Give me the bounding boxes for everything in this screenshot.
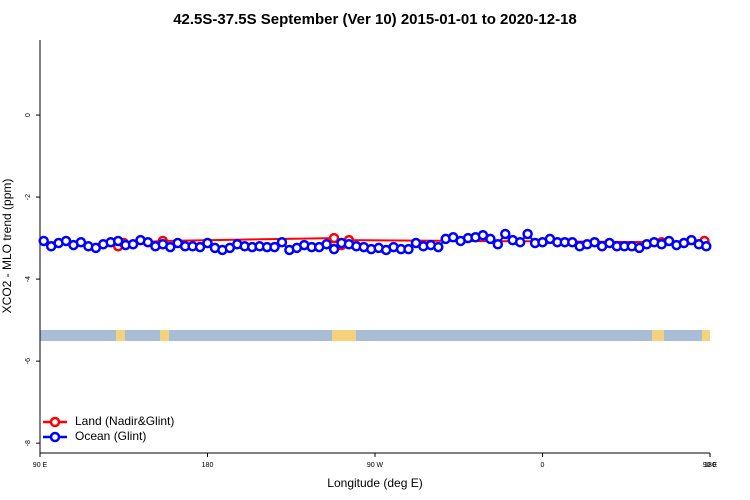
data-point (567, 236, 578, 248)
y-tick-label: -6 (25, 358, 32, 364)
data-point (328, 232, 340, 244)
chart-title: 42.5S-37.5S September (Ver 10) 2015-01-0… (173, 11, 577, 28)
land-patch (702, 330, 710, 341)
legend-marker (49, 416, 61, 428)
land-patch (116, 330, 125, 341)
data-point (194, 241, 206, 253)
x-axis-label: Longitude (deg E) (327, 476, 422, 490)
x-tick-label: 180 (704, 462, 716, 469)
legend-label: Land (Nadir&Glint) (75, 414, 174, 428)
data-point (127, 238, 139, 250)
legend-label: Ocean (Glint) (75, 429, 146, 443)
data-point (663, 235, 675, 247)
data-point (60, 235, 72, 247)
data-point (500, 228, 511, 240)
land-patch (160, 330, 169, 341)
data-point (75, 236, 87, 248)
y-tick-label: 0 (25, 113, 32, 117)
data-point (112, 235, 124, 247)
land-patch (652, 330, 664, 341)
x-tick-label: 90 E (703, 462, 718, 469)
x-tick-label: 90 E (33, 462, 48, 469)
x-tick-label: 180 (202, 462, 214, 469)
y-tick-label: -4 (25, 276, 32, 282)
y-axis-label: XCO2 - MLO trend (ppm) (0, 179, 14, 314)
data-point (514, 236, 526, 248)
data-point (701, 241, 712, 252)
data-point (38, 235, 49, 247)
data-point (269, 241, 280, 253)
data-point (485, 233, 496, 245)
ocean-strip (40, 330, 710, 341)
data-point (522, 228, 533, 240)
data-point (328, 243, 340, 255)
data-point (165, 241, 176, 253)
data-point (433, 241, 444, 253)
x-tick-label: 90 W (367, 462, 384, 469)
data-point (492, 238, 504, 250)
x-tick-label: 0 (541, 462, 545, 469)
data-point (202, 237, 213, 249)
data-point (403, 243, 414, 255)
land-patch (332, 330, 356, 341)
y-tick-label: -2 (25, 194, 32, 200)
surface-strip (40, 330, 710, 341)
data-point (686, 234, 697, 246)
data-point (321, 238, 332, 250)
data-point (276, 236, 288, 248)
data-point (589, 236, 600, 248)
y-tick-label: -8 (25, 440, 32, 446)
legend-marker (49, 431, 61, 443)
data-point (142, 236, 154, 248)
